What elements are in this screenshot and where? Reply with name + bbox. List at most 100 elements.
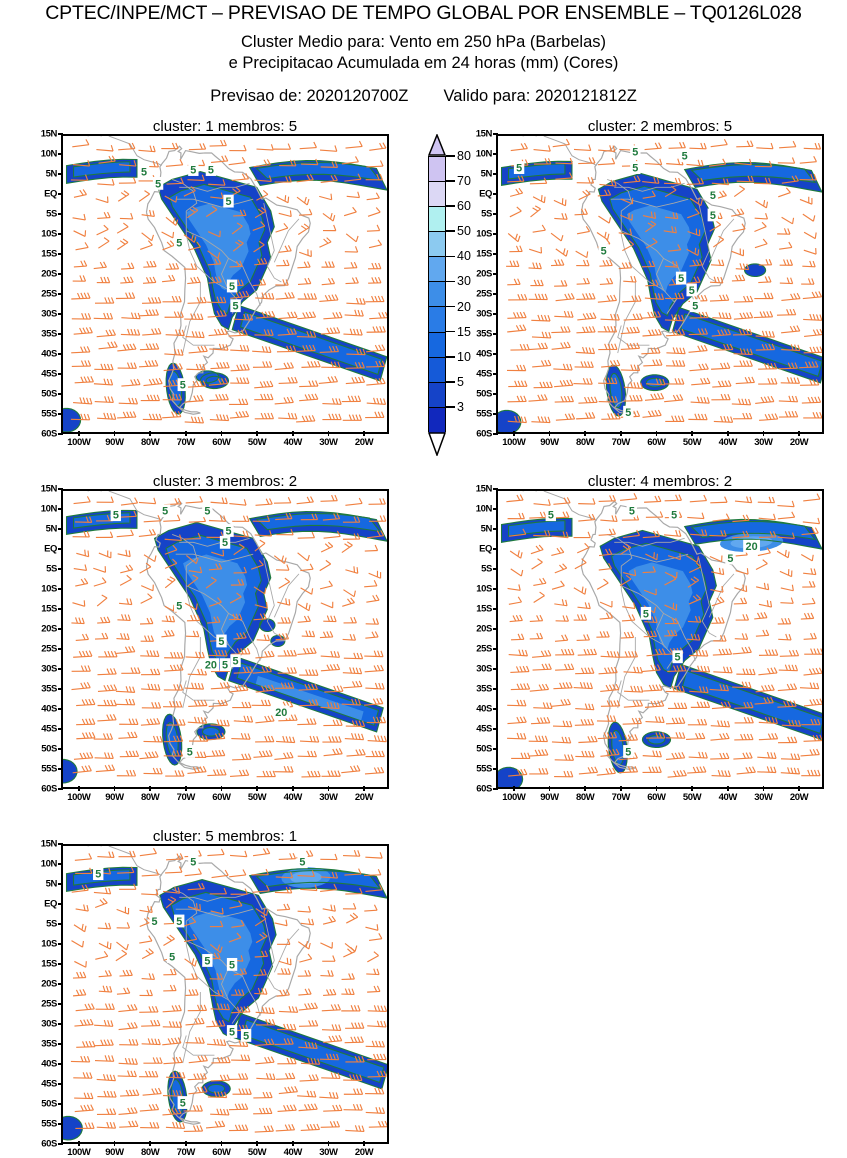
contour-label: 5	[180, 380, 186, 392]
y-axis-label: 10N	[458, 504, 492, 515]
contour-label: 5	[113, 510, 119, 522]
y-axis-label: 60S	[23, 1139, 57, 1150]
colorbar-cell	[429, 207, 445, 232]
contour-label: 5	[632, 163, 638, 175]
contour-label: 5	[155, 178, 161, 190]
colorbar-bottom-arrow-icon	[428, 432, 446, 456]
y-axis-label: 60S	[23, 784, 57, 795]
y-axis-label: 55S	[23, 1119, 57, 1130]
x-axis-tick	[149, 786, 151, 791]
y-axis-tick	[58, 193, 63, 195]
y-axis-tick	[493, 648, 498, 650]
y-axis-label: 50S	[23, 1099, 57, 1110]
colorbar-cell	[429, 232, 445, 257]
y-axis-tick	[58, 1123, 63, 1125]
colorbar-tick-label: 30	[457, 274, 471, 288]
y-axis-label: 25S	[23, 289, 57, 300]
y-axis-tick	[58, 173, 63, 175]
x-axis-tick	[691, 786, 693, 791]
contour-label: 5	[710, 210, 716, 222]
x-axis-tick	[656, 786, 658, 791]
x-axis-tick	[513, 431, 515, 436]
colorbar-tick	[446, 281, 455, 283]
y-axis-label: 35S	[458, 684, 492, 695]
y-axis-tick	[493, 193, 498, 195]
contour-label: 5	[678, 273, 684, 285]
colorbar-tick	[446, 331, 455, 333]
y-axis-tick	[58, 728, 63, 730]
x-axis-tick	[221, 1141, 223, 1146]
y-axis-label: 35S	[23, 1039, 57, 1050]
colorbar-tick	[446, 356, 455, 358]
contour-label: 5	[141, 166, 147, 178]
y-axis-tick	[58, 488, 63, 490]
contour-label: 5	[226, 525, 232, 537]
y-axis-label: 25S	[23, 999, 57, 1010]
y-axis-label: 5S	[23, 209, 57, 220]
x-axis-label: 40W	[284, 437, 302, 448]
x-axis-label: 70W	[612, 437, 630, 448]
contour-label: 5	[299, 857, 305, 869]
contour-label: 5	[548, 510, 554, 522]
y-axis-label: 45S	[23, 724, 57, 735]
colorbar-extend-high	[428, 134, 446, 156]
contour-label: 5	[204, 955, 210, 967]
contour-label: 5	[190, 164, 196, 176]
contour-label: 5	[727, 553, 733, 565]
colorbar-cell	[429, 182, 445, 207]
colorbar-tick	[446, 256, 455, 258]
y-axis-tick	[58, 1103, 63, 1105]
y-axis-tick	[58, 748, 63, 750]
contour-label: 5	[169, 951, 175, 963]
y-axis-label: 15N	[23, 839, 57, 850]
x-axis-label: 50W	[683, 437, 701, 448]
x-axis-label: 40W	[284, 792, 302, 803]
y-axis-label: 40S	[23, 704, 57, 715]
x-axis-label: 70W	[177, 437, 195, 448]
x-axis-tick	[292, 431, 294, 436]
y-axis-tick	[493, 173, 498, 175]
y-axis-label: 10S	[23, 939, 57, 950]
x-axis-tick	[256, 431, 258, 436]
y-axis-label: 20S	[23, 269, 57, 280]
y-axis-label: 15S	[23, 959, 57, 970]
y-axis-tick	[493, 488, 498, 490]
x-axis-label: 40W	[719, 437, 737, 448]
x-axis-tick	[549, 431, 551, 436]
y-axis-tick	[493, 433, 498, 435]
y-axis-tick	[493, 353, 498, 355]
colorbar-cell	[429, 383, 445, 408]
colorbar-cell	[429, 333, 445, 358]
contour-label: 5	[229, 281, 235, 293]
colorbar-cell	[429, 157, 445, 182]
contour-label: 5	[190, 857, 196, 869]
y-axis-label: 5N	[458, 524, 492, 535]
y-axis-label: 15N	[23, 129, 57, 140]
contour-label: 5	[95, 869, 101, 881]
y-axis-tick	[58, 668, 63, 670]
y-axis-tick	[493, 393, 498, 395]
x-axis-label: 50W	[248, 437, 266, 448]
colorbar-cell	[429, 307, 445, 332]
colorbar-tick	[446, 406, 455, 408]
y-axis-tick	[493, 213, 498, 215]
y-axis-tick	[493, 133, 498, 135]
y-axis-tick	[493, 333, 498, 335]
contour-label: 5	[671, 510, 677, 522]
contour-label: 5	[689, 285, 695, 297]
x-axis-tick	[363, 786, 365, 791]
y-axis-tick	[493, 768, 498, 770]
x-axis-label: 50W	[248, 792, 266, 803]
x-axis-label: 50W	[248, 1147, 266, 1158]
y-axis-label: 30S	[23, 664, 57, 675]
y-axis-label: 50S	[458, 744, 492, 755]
y-axis-label: 60S	[23, 429, 57, 440]
y-axis-tick	[58, 548, 63, 550]
contour-label: 5	[233, 656, 239, 668]
x-axis-label: 60W	[647, 437, 665, 448]
